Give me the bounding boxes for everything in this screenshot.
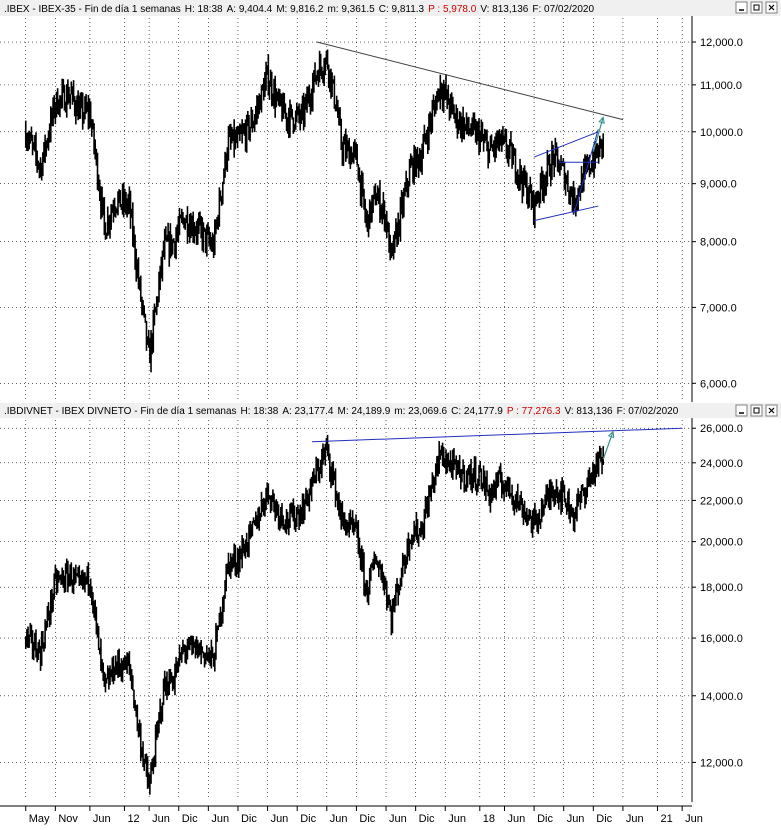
top-header-c: C: 9,811.3: [379, 4, 425, 15]
bottom-ytick-label: 22,000.0: [700, 495, 743, 507]
top-ytick-label: 6,000.0: [700, 378, 737, 390]
top-header-v: V: 813,136: [480, 4, 528, 15]
x-tick-label: Dic: [537, 813, 553, 825]
x-tick-label: Dic: [359, 813, 375, 825]
bottom-header-name: IBEX DIVNETO: [62, 406, 132, 417]
bottom-ytick-label: 20,000.0: [700, 537, 743, 549]
bottom-ytick-label: 14,000.0: [700, 691, 743, 703]
bottom-header-h: H: 18:38: [241, 406, 279, 417]
top-ytick-label: 8,000.0: [700, 237, 737, 249]
top-resistance-trendline: [316, 41, 624, 121]
x-tick-label: Dic: [182, 813, 198, 825]
top-ytick-label: 12,000.0: [700, 37, 743, 49]
top-header-bar: [0, 0, 781, 16]
bottom-header-v: V: 813,136: [565, 406, 613, 417]
top-header-h: H: 18:38: [185, 4, 223, 15]
bottom-header-period: Fin de día 1 semanas: [140, 406, 236, 417]
top-header-period: Fin de día 1 semanas: [85, 4, 181, 15]
gridlines: [0, 18, 692, 800]
top-header-separator: -: [30, 4, 39, 15]
x-tick-label: Dic: [596, 813, 612, 825]
x-tick-label: Jun: [389, 813, 407, 825]
bottom-panel-header: .IBDIVNET - IBEX DIVNETO - Fin de día 1 …: [0, 403, 781, 418]
x-tick-label: Dic: [419, 813, 435, 825]
x-tick-label: 12: [127, 813, 139, 825]
x-tick-label: Jun: [507, 813, 525, 825]
top-window-controls: [735, 1, 778, 14]
bottom-header-separator: -: [53, 406, 62, 417]
bottom-ytick-label: 18,000.0: [700, 582, 743, 594]
top-header-m-low: m: 9,361.5: [327, 4, 375, 15]
top-ytick-label: 11,000.0: [700, 80, 742, 92]
bottom-header-bar: [0, 403, 781, 418]
bottom-header-separator: -: [131, 406, 140, 417]
bottom-header-symbol: .IBDIVNET: [4, 406, 53, 417]
bottom-projection-arrow: [602, 431, 614, 460]
top-panel-header: .IBEX - IBEX-35 - Fin de día 1 semanas H:…: [0, 0, 781, 16]
price-bars: [24, 49, 604, 795]
top-header-symbol: .IBEX: [4, 4, 30, 15]
x-tick-label: Jun: [685, 813, 703, 825]
x-tick-label: Jun: [271, 813, 289, 825]
minimize-icon[interactable]: [735, 404, 748, 417]
bottom-resistance-trendline: [311, 427, 683, 443]
bottom-ytick-label: 16,000.0: [700, 633, 743, 645]
x-tick-label: Jun: [567, 813, 585, 825]
bottom-ytick-label: 26,000.0: [700, 423, 743, 435]
close-icon[interactable]: [765, 404, 778, 417]
top-channel-lower: [533, 205, 599, 222]
bottom-header-text: .IBDIVNET - IBEX DIVNETO - Fin de día 1 …: [4, 406, 679, 417]
top-header-f: F: 07/02/2020: [532, 4, 594, 15]
top-channel-upper: [533, 131, 599, 158]
x-tick-label: May: [29, 813, 50, 825]
x-tick-label: 18: [483, 813, 495, 825]
x-tick-label: Nov: [58, 813, 78, 825]
bottom-header-p: P : 77,276.3: [507, 406, 561, 417]
bottom-header-m-high: M: 24,189.9: [337, 406, 390, 417]
axes: 6,000.0 7,000.0 8,000.0 9,000.0 10,000.0 11,0…: [0, 16, 743, 825]
x-tick-label: Jun: [448, 813, 466, 825]
bottom-window-controls: [735, 404, 778, 417]
bottom-header-f: F: 07/02/2020: [617, 406, 679, 417]
top-header-a: A: 9,404.4: [227, 4, 273, 15]
x-tick-label: Dic: [241, 813, 257, 825]
x-tick-label: 21: [660, 813, 672, 825]
x-tick-label: Jun: [152, 813, 170, 825]
x-tick-label: Jun: [330, 813, 348, 825]
x-tick-label: Jun: [93, 813, 111, 825]
maximize-icon[interactable]: [750, 1, 763, 14]
top-header-p: P : 5,978.0: [428, 4, 477, 15]
bottom-header-m-low: m: 23,069.6: [394, 406, 447, 417]
top-header-text: .IBEX - IBEX-35 - Fin de día 1 semanas H:…: [4, 4, 594, 15]
bottom-ytick-label: 12,000.0: [700, 757, 743, 769]
x-tick-label: Jun: [211, 813, 229, 825]
maximize-icon[interactable]: [750, 404, 763, 417]
top-projection-arrow: [592, 117, 604, 153]
bottom-header-c: C: 24,177.9: [451, 406, 503, 417]
top-header-separator: -: [76, 4, 85, 15]
top-header-name: IBEX-35: [38, 4, 76, 15]
bottom-header-a: A: 23,177.4: [282, 406, 334, 417]
x-tick-label: Dic: [300, 813, 316, 825]
x-tick-label: Jun: [626, 813, 644, 825]
top-ytick-label: 10,000.0: [700, 127, 743, 139]
minimize-icon[interactable]: [735, 1, 748, 14]
top-projection-arrowhead: [598, 116, 605, 124]
top-ytick-label: 9,000.0: [700, 179, 737, 191]
close-icon[interactable]: [765, 1, 778, 14]
top-support-line: [573, 129, 599, 215]
bottom-ytick-label: 24,000.0: [700, 458, 743, 470]
bottom-projection-arrowhead: [607, 430, 615, 439]
annotation-lines: [311, 41, 683, 460]
top-header-m-high: M: 9,816.2: [276, 4, 324, 15]
top-ytick-label: 7,000.0: [700, 302, 737, 314]
